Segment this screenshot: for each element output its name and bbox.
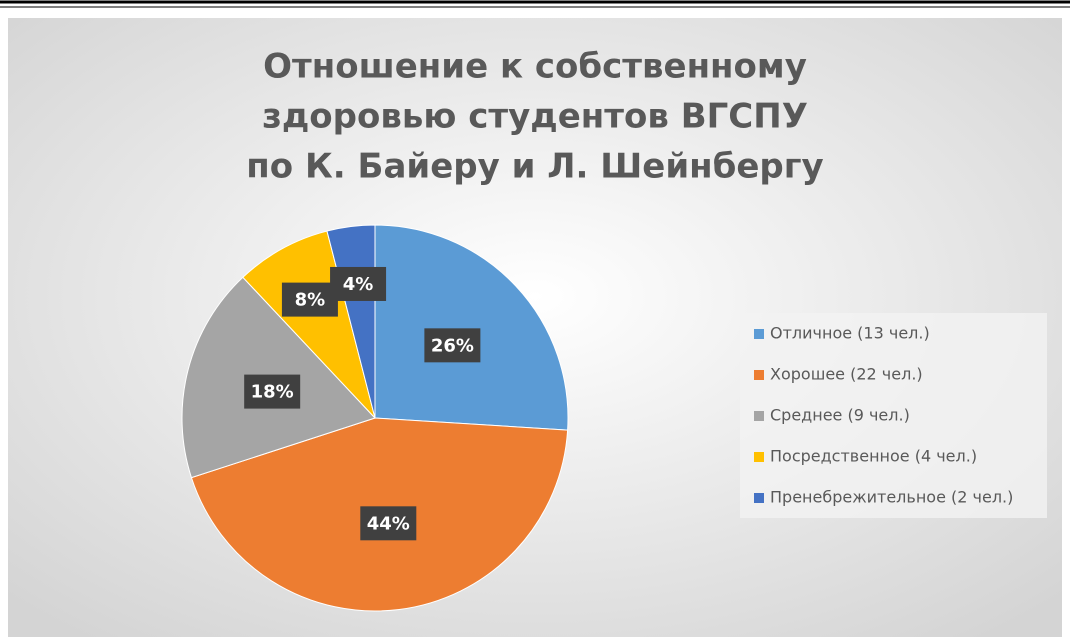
data-label: 4% (343, 274, 374, 295)
data-label: 18% (251, 382, 294, 403)
legend-swatch (754, 493, 764, 503)
legend-swatch (754, 411, 764, 421)
legend-box (740, 313, 1047, 518)
pie-slice (242, 230, 376, 419)
data-label: 26% (431, 335, 474, 356)
data-label-box (281, 282, 338, 317)
legend-label: Среднее (9 чел.) (770, 406, 910, 425)
legend-label: Посредственное (4 чел.) (770, 447, 977, 466)
legend-swatch (754, 452, 764, 462)
legend-swatch (754, 329, 764, 339)
legend-label: Отличное (13 чел.) (770, 324, 930, 343)
legend-label: Пренебрежительное (2 чел.) (770, 488, 1013, 507)
legend-swatch (754, 370, 764, 380)
data-label-box (424, 328, 481, 363)
legend-label: Хорошее (22 чел.) (770, 365, 923, 384)
data-label: 44% (367, 513, 410, 534)
data-label-box (360, 506, 417, 541)
data-label: 8% (295, 290, 326, 311)
chart-title: здоровью студентов ВГСПУ (262, 97, 808, 137)
data-label-box (244, 374, 301, 409)
chart-title: по К. Байеру и Л. Шейнбергу (246, 147, 823, 187)
data-label-box (330, 266, 387, 301)
chart-title: Отношение к собственному (263, 47, 807, 87)
pie-slice (374, 224, 569, 431)
